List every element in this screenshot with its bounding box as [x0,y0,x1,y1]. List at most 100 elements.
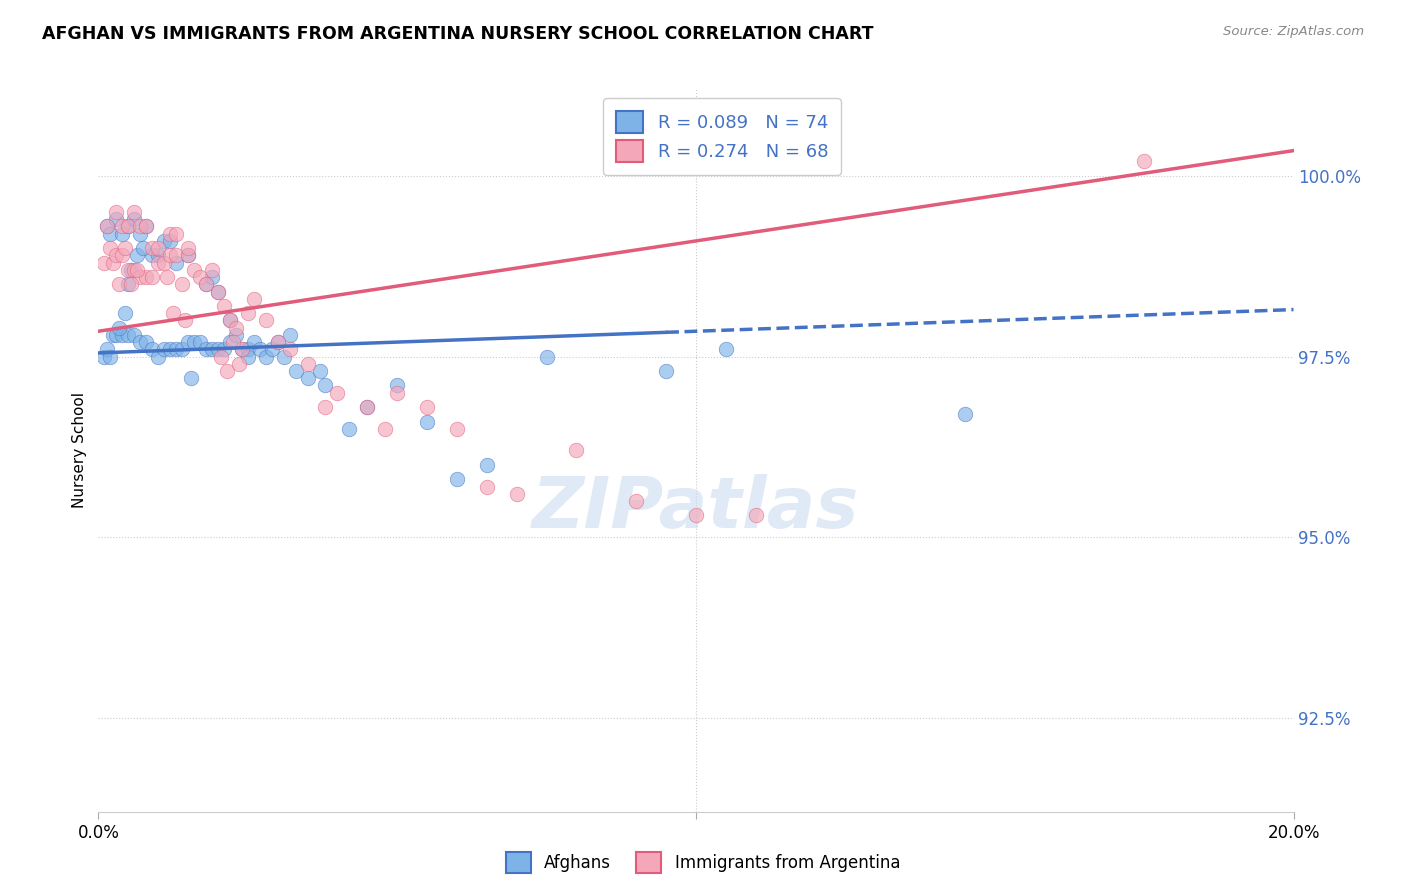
Point [153,255,176,269]
Point [297,371,319,385]
Point [219,335,242,350]
Point [209,350,232,364]
Point [273,350,295,364]
Point [114,306,136,320]
Point [225,327,247,342]
Point [96,219,118,234]
Point [315,400,337,414]
Point [165,227,187,241]
Point [129,227,152,241]
Point [103,327,125,342]
Point [172,343,194,357]
Legend: R = 0.089   N = 74, R = 0.274   N = 68: R = 0.089 N = 74, R = 0.274 N = 68 [603,98,841,175]
Text: AFGHAN VS IMMIGRANTS FROM ARGENTINA NURSERY SCHOOL CORRELATION CHART: AFGHAN VS IMMIGRANTS FROM ARGENTINA NURS… [42,25,873,43]
Point [201,263,224,277]
Point [148,241,170,255]
Point [129,219,152,234]
Legend: Afghans, Immigrants from Argentina: Afghans, Immigrants from Argentina [499,846,907,880]
Point [159,343,181,357]
Point [111,219,134,234]
Point [284,364,307,378]
Point [374,422,396,436]
Point [188,335,211,350]
Point [685,508,707,523]
Point [201,343,224,357]
Point [177,248,200,262]
Point [326,385,349,400]
Point [626,494,648,508]
Point [141,343,163,357]
Point [536,350,558,364]
Point [385,385,409,400]
Point [183,263,205,277]
Point [356,400,378,414]
Point [207,285,229,299]
Point [98,241,122,255]
Point [141,248,163,262]
Point [385,378,409,392]
Point [159,227,181,241]
Point [207,343,229,357]
Point [135,270,157,285]
Point [117,277,139,292]
Point [219,313,242,327]
Point [243,292,266,306]
Point [156,270,179,285]
Point [236,350,259,364]
Point [655,364,678,378]
Point [506,487,529,501]
Point [105,205,128,219]
Point [195,343,218,357]
Point [219,313,242,327]
Point [1133,154,1156,169]
Point [416,415,439,429]
Point [111,227,134,241]
Point [105,248,128,262]
Y-axis label: Nursery School: Nursery School [72,392,87,508]
Point [475,480,498,494]
Point [129,335,152,350]
Point [243,335,266,350]
Text: ZIPatlas: ZIPatlas [533,474,859,542]
Point [129,270,152,285]
Point [446,472,468,486]
Point [174,313,197,327]
Point [188,270,211,285]
Point [207,285,229,299]
Point [124,212,146,227]
Point [254,313,277,327]
Point [172,277,194,292]
Point [159,248,181,262]
Point [111,248,134,262]
Point [98,350,122,364]
Point [117,219,139,234]
Point [111,327,134,342]
Point [215,364,238,378]
Point [356,400,378,414]
Point [132,241,155,255]
Point [165,255,187,269]
Point [180,371,202,385]
Point [162,306,184,320]
Point [120,277,142,292]
Point [339,422,361,436]
Point [135,219,157,234]
Point [98,227,122,241]
Point [135,219,157,234]
Point [153,343,176,357]
Point [159,234,181,248]
Point [96,343,118,357]
Point [148,255,170,269]
Point [127,248,149,262]
Point [231,343,253,357]
Point [105,212,128,227]
Point [93,350,115,364]
Point [212,299,235,313]
Point [148,248,170,262]
Point [105,327,128,342]
Point [222,335,245,350]
Point [308,364,330,378]
Point [267,335,290,350]
Point [225,320,247,334]
Point [231,343,253,357]
